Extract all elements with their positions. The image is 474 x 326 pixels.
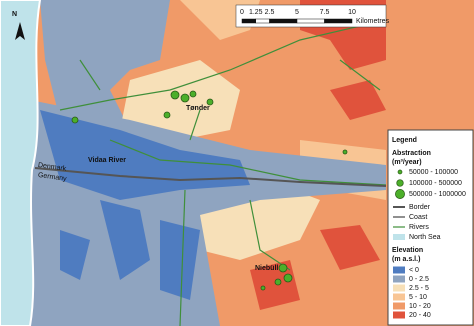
country-label: Denmark (37, 162, 67, 173)
scale-tick-label: 2.5 (265, 9, 275, 16)
north-sea (0, 0, 42, 326)
legend-label: < 0 (409, 267, 419, 274)
border (34, 167, 387, 187)
place-label: Niebüll (255, 265, 278, 272)
zone-5-10 (60, 0, 386, 200)
river (59, 19, 387, 326)
legend-label: North Sea (409, 234, 441, 241)
scale-segment (255, 18, 270, 24)
legend-symbol (393, 293, 405, 301)
place-label: Tønder (186, 105, 210, 112)
legend-label: 10 - 20 (409, 303, 431, 310)
legend-symbol (393, 266, 405, 274)
legend-symbol (393, 275, 405, 283)
scale-segment (296, 18, 325, 24)
legend-heading: Elevation (392, 247, 423, 254)
legend-symbol (393, 234, 405, 240)
legend-label: 0 - 2.5 (409, 276, 429, 283)
legend-symbol (393, 311, 405, 319)
zone-below-0 (40, 110, 250, 300)
zone-2-5 (120, 60, 320, 260)
zone-20-40 (250, 0, 386, 310)
scale-unit: Kilometres (356, 18, 390, 25)
legend-label: Rivers (409, 224, 429, 231)
wells (71, 90, 348, 291)
north-arrow (15, 22, 25, 40)
north: N (12, 11, 17, 18)
scale-tick-label: 0 (240, 9, 244, 16)
scale-tick-label: 1.25 (249, 9, 263, 16)
country-label: Germany (37, 172, 67, 183)
legend-label: Coast (409, 214, 427, 221)
legend-symbol (393, 302, 405, 310)
scale-tick-label: 7.5 (320, 9, 330, 16)
legend-label: 50000 - 100000 (409, 169, 458, 176)
legend-heading: (m³/year) (392, 159, 422, 166)
legend-label: Border (409, 204, 431, 211)
legend-heading: Abstraction (392, 150, 431, 157)
legend-title: Legend (392, 137, 417, 144)
legend-label: 500000 - 1000000 (409, 191, 466, 198)
legend-label: 100000 - 500000 (409, 180, 462, 187)
scale-segment (269, 18, 298, 24)
legend-heading: (m a.s.l.) (392, 256, 420, 263)
scale-tick-label: 10 (348, 9, 356, 16)
legend-symbol (395, 189, 405, 199)
place-label: Vidaa River (88, 157, 126, 164)
legend-label: 5 - 10 (409, 294, 427, 301)
legend-symbol (396, 179, 404, 187)
legend-symbol (397, 169, 403, 175)
legend-symbol (393, 284, 405, 292)
legend-label: 2.5 - 5 (409, 285, 429, 292)
scale-segment (324, 18, 353, 24)
scale-segment (241, 18, 256, 24)
zone-lowland (40, 0, 170, 140)
legend-label: 20 - 40 (409, 312, 431, 319)
legend: Legend Abstraction (m³/year) Elevation (… (392, 137, 466, 319)
scale-tick-label: 5 (295, 9, 299, 16)
